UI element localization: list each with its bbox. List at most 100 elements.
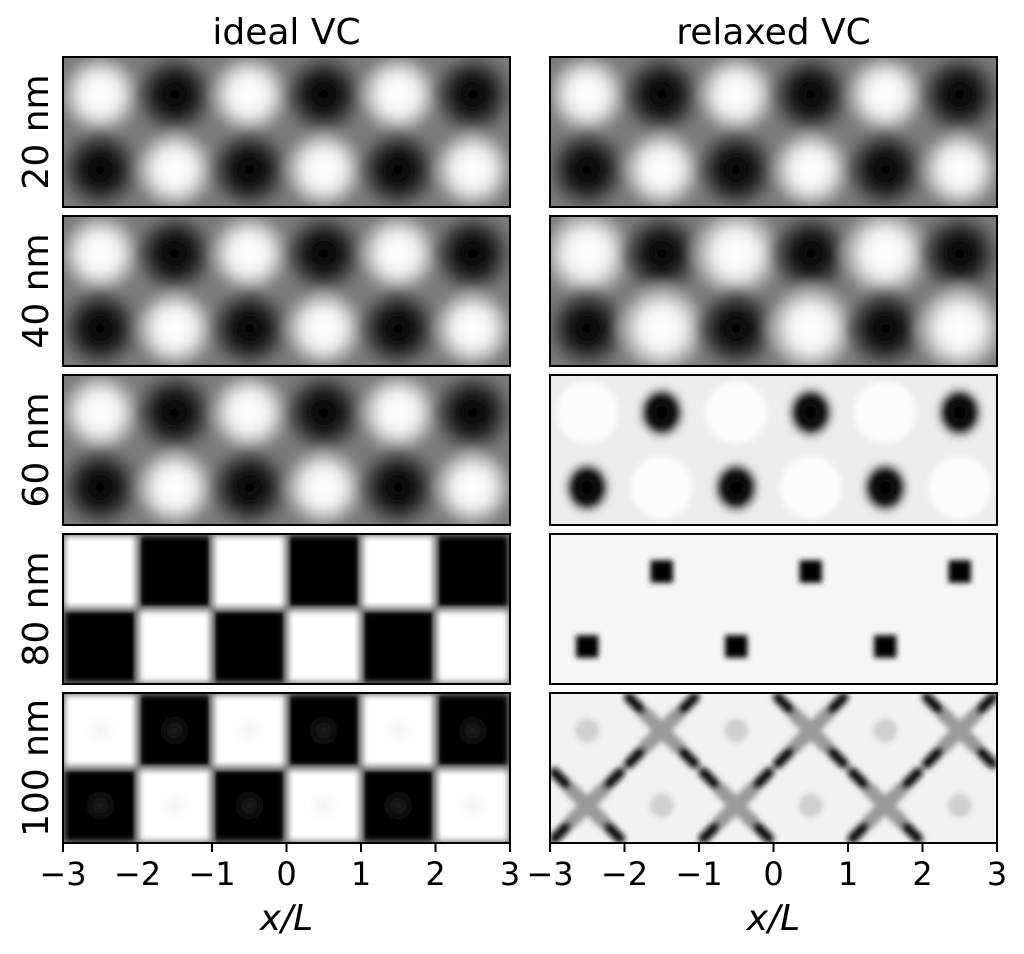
heatmap-cell <box>63 57 142 136</box>
heatmap-cell <box>288 695 359 766</box>
heatmap-cell <box>133 287 216 366</box>
heatmap-cell <box>844 57 927 136</box>
heatmap-cell <box>357 57 440 136</box>
heatmap-cell <box>783 382 838 443</box>
x-tick-label: −1 <box>188 855 235 893</box>
heatmap-cell <box>713 782 760 829</box>
heatmap-cell <box>65 770 136 841</box>
heatmap-cell <box>695 128 778 207</box>
x-tick-label: −2 <box>114 855 161 893</box>
heatmap-cell <box>63 446 142 525</box>
heatmap-cell <box>769 216 852 295</box>
heatmap-cell <box>139 611 210 682</box>
heatmap-cell <box>437 695 508 766</box>
heatmap-cell <box>133 375 216 454</box>
heatmap-cell <box>769 128 852 207</box>
heatmap-cell <box>214 536 285 607</box>
panel-frame <box>549 533 998 685</box>
heatmap-cell <box>690 216 783 300</box>
heatmap-cell <box>913 282 997 366</box>
heatmap-cell <box>139 695 210 766</box>
column-title: ideal VC <box>212 12 360 53</box>
heatmap-cell <box>873 718 898 743</box>
x-tick-label: 3 <box>987 855 1007 893</box>
heatmap-cell <box>564 782 611 829</box>
x-tick-label: 1 <box>838 855 858 893</box>
heatmap-panel <box>549 692 998 844</box>
row-label: 40 nm <box>16 233 57 348</box>
heatmap-cell <box>431 446 510 525</box>
heatmap-cell <box>695 57 778 136</box>
heatmap-cell <box>896 582 997 684</box>
heatmap-cell <box>769 57 852 136</box>
heatmap-cell <box>65 536 136 607</box>
heatmap-cell <box>844 287 927 366</box>
x-tick-label: −3 <box>526 855 573 893</box>
heatmap-cell <box>858 457 913 518</box>
heatmap-cell <box>620 128 703 207</box>
heatmap-cell <box>208 446 291 525</box>
heatmap-cell <box>208 128 291 207</box>
heatmap-cell <box>63 128 142 207</box>
heatmap-cell <box>918 216 997 295</box>
row-label: 60 nm <box>16 392 57 507</box>
x-axis-label: x/L <box>746 898 801 939</box>
heatmap-cell <box>63 375 142 454</box>
heatmap-cell <box>214 611 285 682</box>
heatmap-cell <box>932 382 987 443</box>
heatmap-cell <box>357 446 440 525</box>
heatmap-panel <box>62 533 511 685</box>
panel-frame <box>549 374 998 526</box>
heatmap-cell <box>431 128 510 207</box>
heatmap-cell <box>853 381 917 444</box>
x-tick-label: −3 <box>39 855 86 893</box>
heatmap-cell <box>133 446 216 525</box>
panel-frame <box>62 215 511 367</box>
heatmap-cell <box>363 611 434 682</box>
heatmap-panel <box>549 56 998 208</box>
heatmap-cell <box>357 128 440 207</box>
heatmap-cell <box>65 611 136 682</box>
heatmap-cell <box>208 57 291 136</box>
heatmap-cell <box>704 381 768 444</box>
heatmap-cell <box>363 695 434 766</box>
heatmap-cell <box>282 216 365 295</box>
heatmap-cell <box>862 782 909 829</box>
heatmap-cell <box>282 287 365 366</box>
heatmap-cell <box>620 216 703 295</box>
heatmap-cell <box>677 657 796 684</box>
x-axis-label: x/L <box>259 898 314 939</box>
heatmap-cell <box>918 57 997 136</box>
heatmap-panel <box>549 533 998 685</box>
heatmap-cell <box>208 216 291 295</box>
heatmap-cell <box>798 793 823 818</box>
heatmap-cell <box>65 695 136 766</box>
heatmap-cell <box>550 128 629 207</box>
heatmap-cell <box>779 456 843 519</box>
heatmap-cell <box>826 657 945 684</box>
heatmap-cell <box>928 456 992 519</box>
panel-frame <box>62 374 511 526</box>
heatmap-cell <box>638 707 685 754</box>
heatmap-cell <box>550 657 647 684</box>
heatmap-cell <box>133 57 216 136</box>
heatmap-cell <box>550 57 629 136</box>
heatmap-cell <box>282 128 365 207</box>
heatmap-cell <box>575 718 600 743</box>
heatmap-cell <box>550 216 634 300</box>
heatmap-cell <box>695 287 778 366</box>
row-label: 20 nm <box>16 74 57 189</box>
x-tick-label: 1 <box>351 855 371 893</box>
heatmap-cell <box>133 216 216 295</box>
heatmap-cell <box>214 695 285 766</box>
heatmap-cell <box>634 382 689 443</box>
row-label: 100 nm <box>16 699 57 837</box>
heatmap-cell <box>598 582 726 684</box>
heatmap-cell <box>363 536 434 607</box>
heatmap-cell <box>357 216 440 295</box>
heatmap-cell <box>363 770 434 841</box>
heatmap-cell <box>555 381 619 444</box>
x-tick-label: −2 <box>601 855 648 893</box>
panel-frame <box>62 533 511 685</box>
